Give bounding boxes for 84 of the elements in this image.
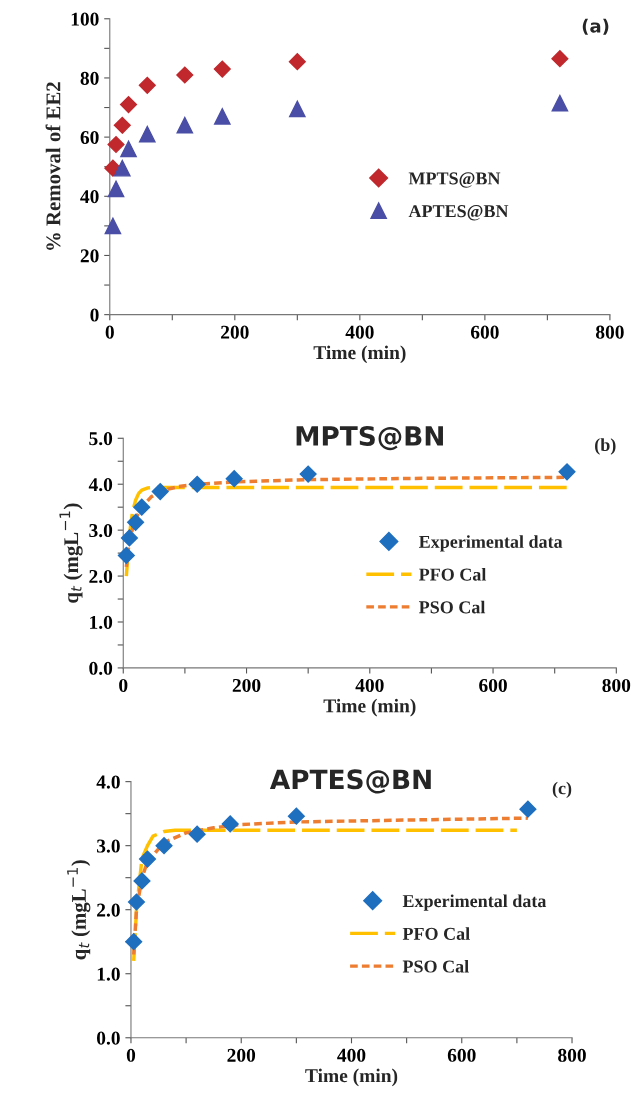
x-axis-title: Time (min): [323, 698, 416, 717]
legend-label: PSO Cal: [418, 600, 486, 614]
point: [551, 94, 569, 112]
chart-title: APTES@BN: [269, 769, 431, 794]
point: [288, 100, 306, 118]
y-tick-label: 3.0: [96, 839, 120, 853]
legend-label: MPTS@BN: [408, 172, 501, 188]
y-tick-label: 80: [80, 71, 99, 85]
x-tick-label: 400: [337, 1048, 366, 1062]
y-tick-label: 40: [80, 190, 99, 204]
point: [551, 50, 569, 68]
point: [519, 800, 537, 818]
y-tick-label: 0: [90, 308, 99, 322]
annotation: (a): [582, 18, 609, 35]
point: [225, 470, 243, 488]
x-tick-label: 400: [345, 325, 374, 339]
y-tick-label: 2.0: [97, 903, 120, 917]
point: [104, 217, 122, 235]
annotation: (b): [595, 438, 616, 455]
y-tick-label: 4.0: [88, 478, 113, 492]
y-tick-label: 0.0: [89, 661, 113, 675]
point: [151, 483, 169, 501]
point: [558, 463, 576, 481]
point: [107, 180, 125, 198]
point: [138, 76, 156, 94]
x-tick-label: 200: [232, 678, 261, 693]
point: [107, 135, 125, 154]
y-tick-label: 5.0: [89, 432, 113, 446]
point: [127, 513, 145, 531]
point: [176, 116, 194, 134]
legend-label: PFO Cal: [402, 927, 470, 940]
y-axis-title: q$_{t}$ (mgL$^{−1}$): [67, 860, 91, 960]
x-tick-label: 800: [595, 325, 624, 339]
point: [120, 529, 138, 547]
y-tick-label: 4.0: [96, 775, 120, 789]
y-tick-label: 2.0: [89, 569, 113, 584]
y-tick-label: 1.0: [97, 967, 120, 981]
x-axis-title: Time (min): [313, 345, 406, 364]
point: [176, 66, 194, 84]
point: [113, 159, 131, 177]
point: [213, 108, 231, 125]
x-tick-label: 400: [355, 678, 384, 693]
point: [188, 475, 206, 493]
x-tick-label: 800: [602, 678, 631, 693]
x-tick-label: 600: [479, 678, 507, 693]
y-tick-label: 100: [71, 12, 99, 26]
y-tick-label: 60: [80, 130, 99, 145]
x-tick-label: 0: [126, 1048, 136, 1062]
y-axis-title: % Removal of EE2: [45, 82, 61, 250]
point: [138, 850, 157, 868]
point: [120, 140, 137, 158]
legend-label: Experimental data: [402, 894, 547, 911]
annotation: (c): [552, 781, 572, 799]
legend-label: Experimental data: [418, 535, 563, 552]
point: [125, 933, 143, 951]
point: [133, 498, 151, 516]
legend-label: PSO Cal: [402, 959, 469, 973]
point: [288, 53, 306, 71]
x-tick-label: 200: [227, 1048, 256, 1062]
legend-label: PFO Cal: [418, 567, 487, 581]
x-tick-label: 800: [558, 1048, 586, 1062]
y-tick-label: 20: [80, 249, 99, 263]
y-tick-label: 0.0: [96, 1031, 120, 1045]
y-axis-title: q$_{t}$ (mgL$^{−1}$): [59, 503, 83, 603]
point: [138, 125, 156, 143]
point: [188, 825, 206, 843]
y-tick-label: 1.0: [90, 615, 113, 630]
point: [117, 546, 135, 564]
legend-label: APTES@BN: [408, 205, 509, 221]
x-tick-label: 600: [470, 325, 499, 339]
point: [221, 815, 239, 833]
point: [299, 465, 317, 483]
chart-title: MPTS@BN: [296, 425, 443, 451]
point: [113, 116, 131, 134]
x-axis-title: Time (min): [305, 1068, 398, 1087]
x-tick-label: 200: [221, 325, 249, 339]
x-tick-label: 600: [447, 1048, 476, 1062]
y-tick-label: 3.0: [89, 523, 113, 538]
point: [127, 893, 146, 911]
point: [287, 807, 305, 825]
point: [133, 872, 151, 890]
point: [213, 60, 231, 78]
point: [155, 837, 173, 855]
point: [119, 96, 138, 114]
